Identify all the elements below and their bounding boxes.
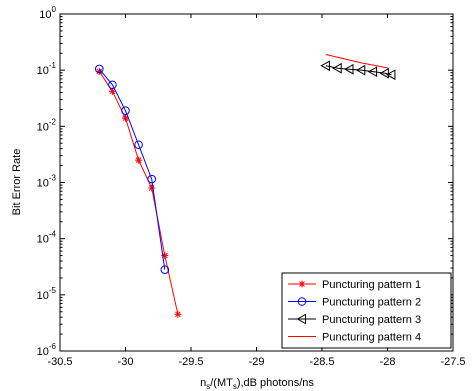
- series-3-point: [332, 62, 342, 74]
- y-tick-label: 100: [39, 5, 56, 21]
- legend-label-3: Puncturing pattern 3: [322, 314, 421, 326]
- legend-label-2: Puncturing pattern 2: [322, 297, 421, 309]
- y-tick-label: 10-6: [37, 342, 57, 358]
- legend-marker-1: [298, 280, 306, 288]
- series-layer: [95, 54, 396, 318]
- x-tick-label: -30.5: [47, 356, 72, 368]
- series-3-point: [385, 69, 396, 81]
- legend-marker-3: [296, 313, 306, 325]
- series-3-point: [367, 66, 378, 78]
- legend-marker-2: [297, 297, 307, 306]
- y-tick-label: 10-1: [37, 61, 57, 77]
- legend-entry-3: Puncturing pattern 3: [288, 313, 421, 326]
- series-2-point: [147, 174, 156, 184]
- legend-box: [281, 272, 452, 349]
- y-tick-label: 10-3: [37, 174, 57, 190]
- series-2-point: [134, 140, 143, 150]
- series-line-2: [98, 68, 166, 270]
- legend-label-4: Puncturing pattern 4: [322, 332, 421, 344]
- series-2-point: [108, 80, 117, 90]
- series-2-point: [121, 106, 130, 115]
- legend-entry-1: Puncturing pattern 1: [288, 279, 421, 291]
- x-tick-label: -30: [118, 356, 134, 368]
- legend-entry-4: Puncturing pattern 4: [288, 332, 421, 344]
- x-axis-label: ns/(MTs),dB photons/ns: [200, 377, 314, 391]
- series-3-point: [355, 64, 366, 76]
- x-tick-label: -29: [249, 356, 265, 368]
- y-axis-ticks: 100 10-1 10-2 10-3 10-4 10-5 10-6: [37, 5, 453, 358]
- y-tick-label: 10-4: [37, 230, 57, 246]
- series-2-point: [95, 64, 104, 74]
- y-tick-label: 10-5: [37, 286, 57, 302]
- series-3-point: [320, 60, 330, 72]
- series-2-point: [160, 265, 170, 275]
- legend: Puncturing pattern 1 Puncturing pattern 2…: [281, 272, 452, 349]
- legend-label-1: Puncturing pattern 1: [322, 279, 421, 291]
- series-line-4: [325, 54, 388, 69]
- legend-entry-2: Puncturing pattern 2: [288, 297, 421, 309]
- y-tick-label: 10-2: [37, 117, 57, 133]
- x-tick-label: -29.5: [178, 356, 203, 368]
- x-tick-label: -28.5: [309, 356, 334, 368]
- x-tick-label: -27.5: [440, 356, 465, 368]
- series-3-point: [379, 67, 389, 79]
- series-3-point: [343, 63, 354, 75]
- series-1-point: [135, 156, 143, 164]
- series-1-point: [174, 310, 182, 318]
- x-tick-label: -28: [380, 356, 396, 368]
- x-axis-ticks: -30.5 -30 -29.5 -29 -28.5 -28 -27.5: [47, 14, 466, 368]
- series-line-3: [325, 65, 392, 76]
- series-1-point: [148, 184, 156, 192]
- y-axis-label: Bit Error Rate: [11, 149, 23, 216]
